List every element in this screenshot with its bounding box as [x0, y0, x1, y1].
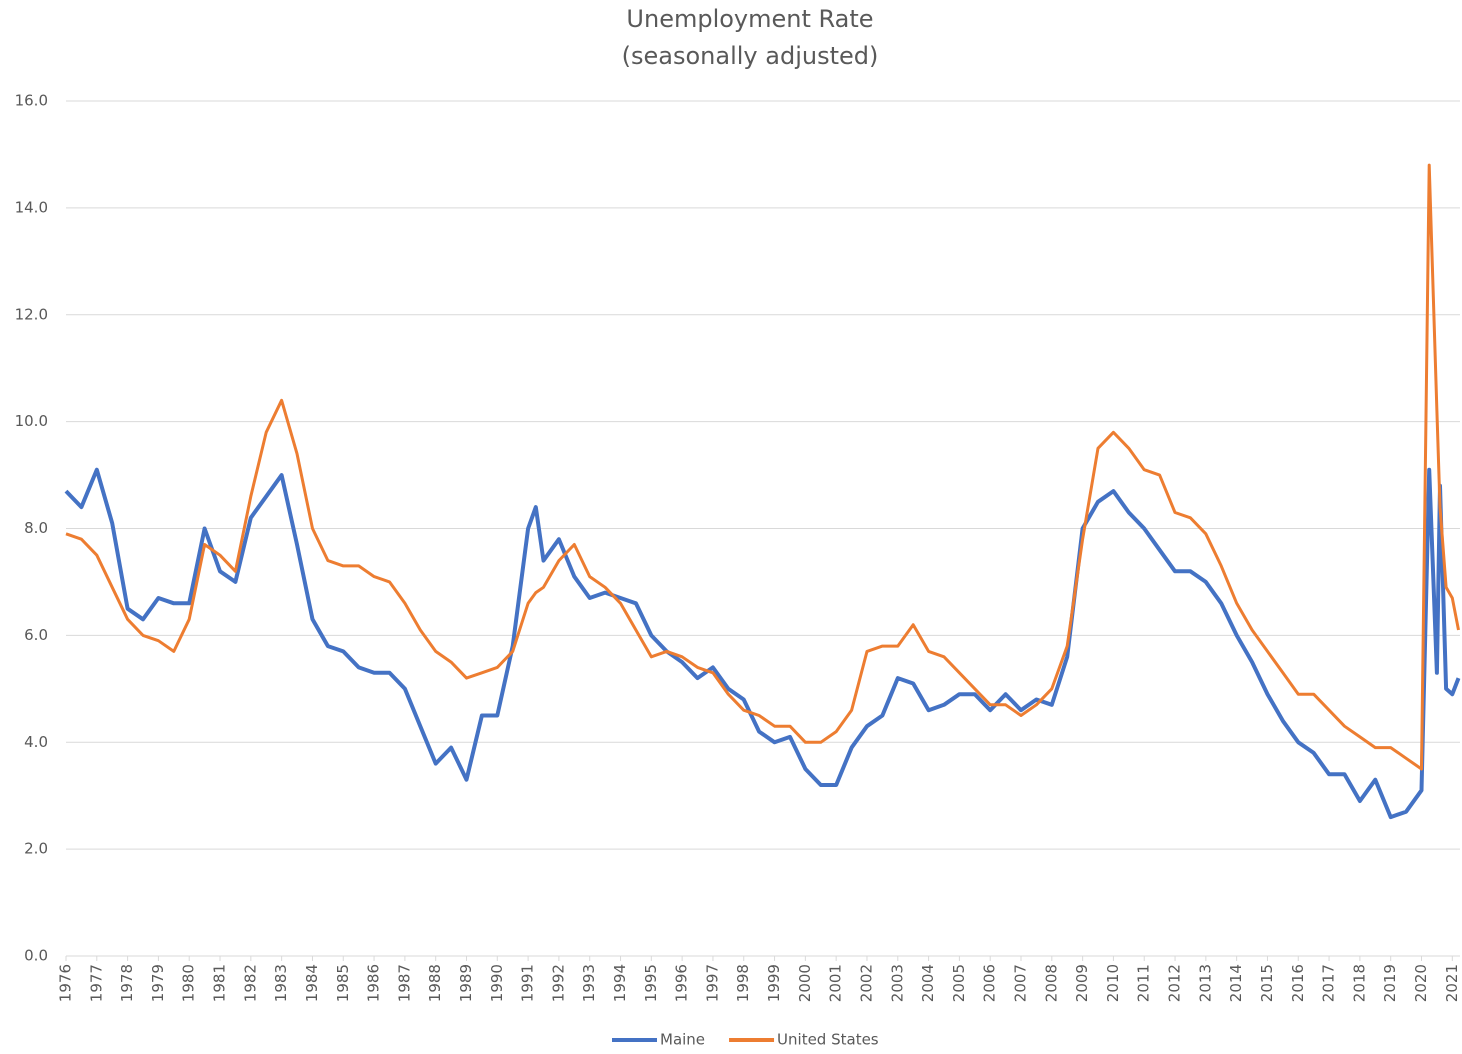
x-tick-label: 2003 — [888, 964, 906, 1002]
x-tick-label: 2014 — [1227, 964, 1245, 1002]
y-tick-label: 6.0 — [24, 626, 48, 644]
x-tick-label: 1985 — [334, 964, 352, 1002]
x-tick-label: 2000 — [796, 964, 814, 1002]
x-tick-label: 1998 — [734, 964, 752, 1002]
x-tick-label: 1987 — [395, 964, 413, 1002]
x-tick-label: 2004 — [919, 964, 937, 1002]
x-tick-label: 2016 — [1289, 964, 1307, 1002]
x-tick-label: 2017 — [1320, 964, 1338, 1002]
y-tick-label: 4.0 — [24, 733, 48, 751]
x-tick-label: 2005 — [950, 964, 968, 1002]
y-tick-label: 10.0 — [15, 412, 48, 430]
series-line — [65, 163, 1460, 771]
x-tick-label: 1980 — [180, 964, 198, 1002]
x-tick-label: 1986 — [365, 964, 383, 1002]
x-tick-label: 1990 — [488, 964, 506, 1002]
x-tick-label: 1999 — [765, 964, 783, 1002]
x-tick-label: 1983 — [272, 964, 290, 1002]
x-tick-label: 2001 — [827, 964, 845, 1002]
x-tick-label: 1995 — [642, 964, 660, 1002]
x-tick-label: 1979 — [149, 964, 167, 1002]
x-tick-label: 2009 — [1073, 964, 1091, 1002]
y-tick-label: 8.0 — [24, 519, 48, 537]
legend-label: Maine — [660, 1031, 705, 1049]
x-tick-label: 1997 — [703, 964, 721, 1002]
x-tick-label: 2006 — [981, 964, 999, 1002]
x-tick-label: 1978 — [118, 964, 136, 1002]
x-tick-label: 2018 — [1350, 964, 1368, 1002]
x-tick-label: 2015 — [1258, 964, 1276, 1002]
y-tick-label: 16.0 — [15, 92, 48, 110]
y-tick-label: 0.0 — [24, 947, 48, 965]
x-tick-label: 1992 — [549, 964, 567, 1002]
y-tick-label: 12.0 — [15, 305, 48, 323]
x-tick-label: 1977 — [87, 964, 105, 1002]
x-tick-label: 1996 — [673, 964, 691, 1002]
x-tick-label: 2021 — [1443, 964, 1461, 1002]
x-tick-label: 2008 — [1042, 964, 1060, 1002]
x-tick-label: 1991 — [519, 964, 537, 1002]
legend-label: United States — [777, 1031, 879, 1049]
x-tick-label: 1982 — [241, 964, 259, 1002]
x-tick-label: 2013 — [1196, 964, 1214, 1002]
chart-title: Unemployment Rate — [626, 5, 873, 33]
chart-subtitle: (seasonally adjusted) — [622, 42, 879, 70]
x-tick-label: 1988 — [426, 964, 444, 1002]
x-tick-label: 1976 — [57, 964, 75, 1002]
y-tick-label: 14.0 — [15, 198, 48, 216]
x-tick-label: 2020 — [1412, 964, 1430, 1002]
x-tick-label: 2002 — [857, 964, 875, 1002]
x-tick-label: 2010 — [1104, 964, 1122, 1002]
x-tick-label: 2012 — [1166, 964, 1184, 1002]
x-tick-label: 2019 — [1381, 964, 1399, 1002]
series-line — [64, 467, 1461, 820]
x-tick-label: 1984 — [303, 964, 321, 1002]
x-tick-label: 1994 — [611, 964, 629, 1002]
x-tick-label: 2011 — [1135, 964, 1153, 1002]
x-tick-label: 1989 — [457, 964, 475, 1002]
x-tick-label: 1981 — [211, 964, 229, 1002]
y-tick-label: 2.0 — [24, 840, 48, 858]
x-tick-label: 2007 — [1012, 964, 1030, 1002]
x-tick-label: 1993 — [580, 964, 598, 1002]
